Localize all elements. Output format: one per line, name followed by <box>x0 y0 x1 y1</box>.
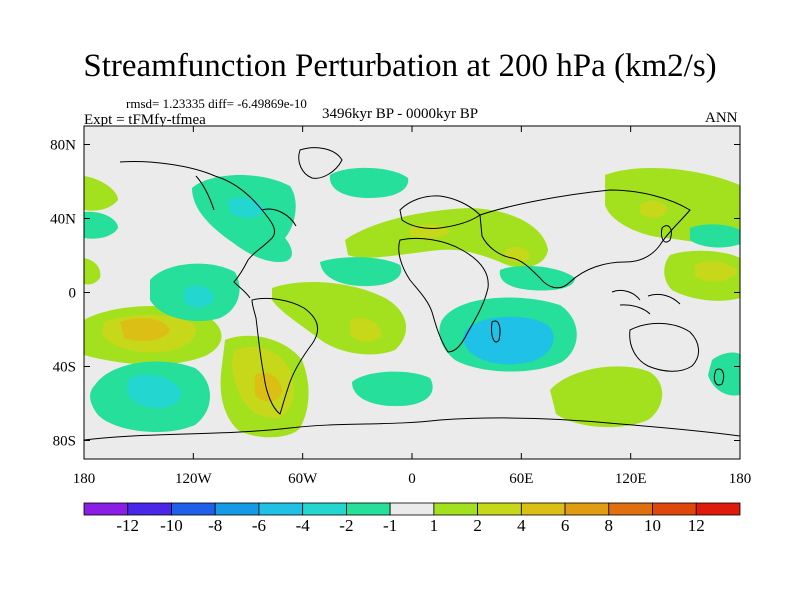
anomaly-neg-west-pacific-north <box>84 211 118 239</box>
colorbar-swatch <box>258 502 304 516</box>
colorbar-swatch <box>608 502 653 516</box>
coast-asia <box>479 189 691 289</box>
colorbar-label: -10 <box>160 516 183 535</box>
experiment-label: Expt = tFMfy-tfmea <box>84 112 206 128</box>
colorbar-label: -2 <box>339 516 354 535</box>
anomaly-pos-south-america-core <box>255 372 282 402</box>
colorbar-swatch <box>477 502 522 516</box>
anomaly-pos-west-pacific-core <box>695 261 738 282</box>
anomaly-neg-tropical-east-pacific-core <box>184 285 214 308</box>
anomaly-neg-tasman <box>708 352 740 396</box>
coast-greenland <box>298 147 343 179</box>
anomaly-neg-greenland <box>329 167 409 198</box>
anomaly-pos-south-pacific-core <box>120 318 170 342</box>
coast-japan <box>661 225 672 243</box>
period-label: 3496kyr BP - 0000kyr BP <box>322 106 479 122</box>
colorbar-label: -6 <box>251 516 267 535</box>
anomaly-neg-south-indian-ocean-core <box>463 316 554 365</box>
colorbar-label: 1 <box>429 516 439 535</box>
anomaly-pos-south-indian <box>550 366 663 428</box>
coast-south-america <box>251 297 319 415</box>
y-tick-label: 80N <box>50 138 76 154</box>
x-tick-label: 180 <box>73 471 96 487</box>
colorbar-label: 4 <box>517 516 526 535</box>
y-tick-label: 80S <box>53 434 76 450</box>
colorbar-swatch <box>83 502 129 516</box>
coast-new-zealand <box>713 368 725 386</box>
coast-australia <box>629 322 699 372</box>
colorbar-label: 12 <box>687 516 705 535</box>
coast-maritime <box>611 289 681 315</box>
x-axis-ticks: 180 120W 60W 0 60E 120E 180 <box>73 126 752 487</box>
colorbar <box>83 502 741 516</box>
x-tick-label: 120E <box>615 471 647 487</box>
colorbar-swatch <box>695 502 741 516</box>
coast-madagascar <box>491 320 501 343</box>
anomaly-neg-south-pacific-polar-core <box>126 374 182 409</box>
colorbar-swatch <box>652 502 697 516</box>
season-label: ANN <box>705 110 738 126</box>
colorbar-swatch <box>433 502 479 516</box>
colorbar-swatch <box>171 502 216 516</box>
coastlines <box>84 147 740 441</box>
colorbar-label: 10 <box>644 516 662 535</box>
x-tick-label: 60E <box>509 471 533 487</box>
anomaly-pos-east-pacific-west <box>84 258 101 285</box>
colorbar-label: -12 <box>116 516 140 535</box>
colorbar-swatch <box>564 502 610 516</box>
anomaly-pos-north-pacific-core <box>640 200 668 218</box>
colorbar-swatch <box>345 502 391 516</box>
anomaly-pos-equatorial-atlantic-core <box>350 317 382 342</box>
colorbar-swatch <box>302 502 347 516</box>
colorbar-label: -8 <box>208 516 223 535</box>
anomaly-neg-south-atlantic <box>320 257 402 287</box>
anomaly-neg-east-pacific-north <box>690 224 740 248</box>
colorbar-swatch <box>389 502 435 516</box>
anomaly-neg-north-indian <box>499 265 575 291</box>
anomaly-pos-north-pacific <box>605 167 740 244</box>
coast-antarctica <box>84 417 740 441</box>
x-tick-label: 0 <box>408 471 416 487</box>
y-tick-label: 40S <box>53 360 76 376</box>
colorbar-label: 6 <box>560 516 570 535</box>
coast-africa <box>398 237 489 353</box>
colorbar-swatch <box>520 502 566 516</box>
x-tick-label: 180 <box>729 471 752 487</box>
map-title: Streamfunction Perturbation at 200 hPa (… <box>83 48 717 84</box>
x-tick-label: 120W <box>175 471 213 487</box>
y-tick-label: 0 <box>69 286 77 302</box>
colorbar-label: -4 <box>295 516 310 535</box>
colorbar-swatch <box>127 502 172 516</box>
x-tick-label: 60W <box>288 471 318 487</box>
contour-field <box>84 167 740 438</box>
y-tick-label: 40N <box>50 212 76 228</box>
colorbar-label: -1 <box>383 516 398 535</box>
anomaly-neg-southern-atlantic <box>352 371 433 407</box>
stats-text: rmsd= 1.23335 diff= -6.49869e-10 <box>126 96 307 111</box>
anomaly-pos-west-atlantic <box>84 176 118 211</box>
colorbar-label: 2 <box>473 516 482 535</box>
colorbar-label: 8 <box>604 516 614 535</box>
y-axis-ticks: 80N 40N 0 40S 80S <box>50 138 740 450</box>
colorbar-swatch <box>214 502 260 516</box>
coast-north-america <box>119 161 297 299</box>
